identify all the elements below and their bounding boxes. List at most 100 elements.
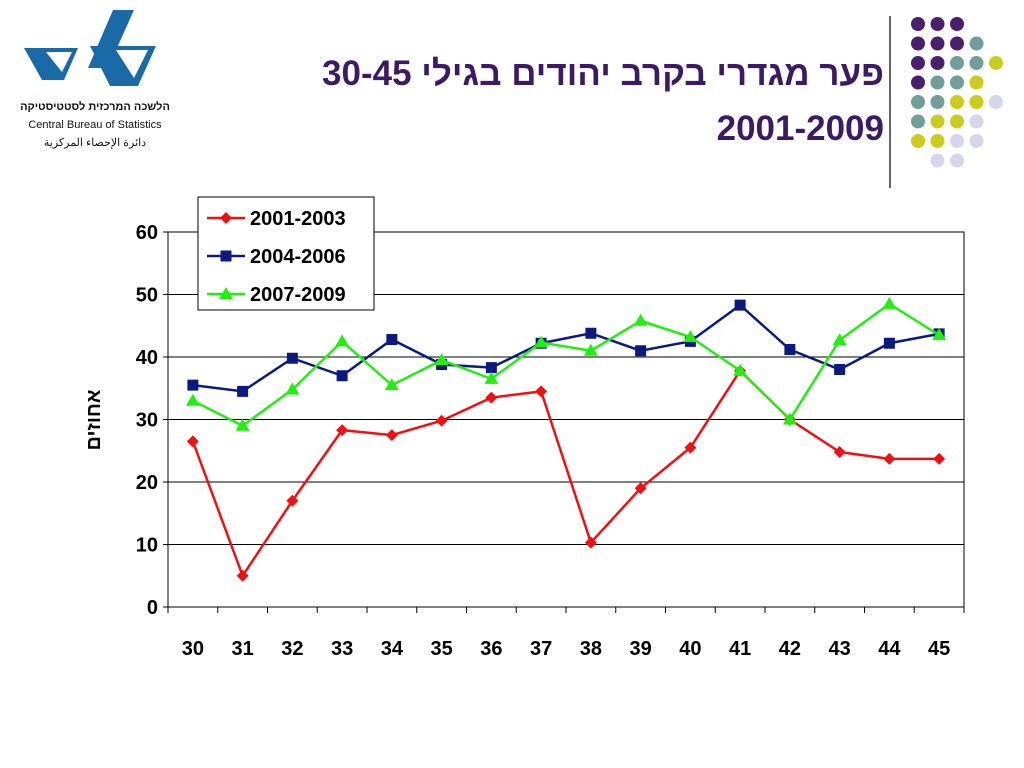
legend-item: 2007-2009 (207, 284, 346, 306)
logo-text-english: Central Bureau of Statistics (28, 119, 162, 131)
decorative-dot (950, 56, 964, 70)
data-point (336, 370, 348, 382)
data-point (235, 418, 250, 431)
series-1 (186, 364, 946, 582)
x-tick-label: 34 (381, 638, 404, 660)
data-point (585, 327, 597, 339)
data-point (185, 393, 200, 406)
decorative-dot (969, 75, 984, 90)
decorative-dot (950, 75, 964, 90)
decorative-dot (911, 56, 925, 70)
series-line (191, 368, 940, 579)
data-point (832, 333, 847, 346)
decorative-dot (950, 134, 964, 148)
data-point (286, 494, 299, 507)
data-point (220, 212, 232, 224)
data-point (733, 363, 748, 376)
x-tick-label: 43 (829, 638, 851, 660)
data-point (535, 385, 548, 398)
y-tick-label: 50 (136, 285, 158, 307)
y-tick-label: 60 (136, 222, 158, 244)
decorative-dot (930, 36, 945, 51)
decorative-dot-grid (911, 17, 1003, 168)
x-tick-label: 31 (232, 638, 254, 660)
y-tick-labels: 0 10 20 30 40 50 60 (136, 222, 158, 619)
data-point (635, 345, 647, 357)
decorative-dot (950, 36, 964, 51)
legend-label: 2007-2009 (250, 284, 346, 306)
x-tick-label: 38 (580, 638, 602, 660)
x-tick-label: 44 (878, 638, 901, 660)
data-point (336, 424, 349, 437)
y-tick-label: 30 (136, 410, 158, 432)
x-tick-label: 36 (480, 638, 502, 660)
cbs-logo-icon (24, 10, 156, 86)
decorative-dot (950, 153, 964, 168)
x-tick-label: 39 (630, 638, 652, 660)
decorative-dot (950, 17, 964, 31)
y-tick-label: 40 (136, 347, 158, 369)
y-tick-label: 20 (136, 472, 158, 494)
x-tick-label: 41 (729, 638, 751, 660)
decorative-dot (969, 114, 984, 129)
data-point (187, 379, 199, 391)
data-point (683, 330, 698, 342)
data-point (534, 335, 549, 348)
x-tick-label: 45 (928, 638, 950, 660)
decorative-dot (911, 75, 925, 90)
decorative-dot (930, 56, 945, 70)
legend-label: 2004-2006 (250, 246, 346, 268)
data-point (883, 452, 896, 465)
data-point (237, 385, 249, 397)
decorative-dot (911, 134, 925, 148)
decorative-dot (930, 153, 945, 168)
x-tick-label: 35 (431, 638, 453, 660)
decorative-dot (969, 56, 984, 70)
logo-text-arabic: دائرة الإحصاء المركزية (43, 137, 147, 149)
decorative-dot (930, 134, 945, 148)
data-point (220, 250, 232, 262)
decorative-dot (989, 56, 1003, 70)
decorative-dot (911, 36, 925, 51)
data-point (236, 569, 249, 582)
series-line (192, 302, 940, 428)
legend-item: 2001-2003 (207, 208, 346, 230)
data-point (633, 313, 648, 326)
x-tick-label: 33 (331, 638, 353, 660)
data-point (335, 334, 350, 347)
data-point (186, 435, 199, 448)
data-point (285, 382, 300, 395)
data-point (734, 299, 746, 311)
data-point (684, 441, 697, 454)
decorative-dot (930, 75, 945, 90)
data-point (434, 353, 449, 366)
cbs-logo: הלשכה המרכזית לסטטיסטיקה Central Bureau … (10, 8, 170, 158)
data-point (882, 296, 897, 309)
data-point (384, 378, 399, 391)
decorative-dot (969, 95, 984, 109)
data-point (385, 429, 398, 442)
y-axis-label: אחוזים (83, 389, 105, 450)
data-point (286, 352, 298, 364)
data-point (932, 328, 947, 341)
dot-grid (911, 17, 1003, 168)
decorative-dot (930, 17, 945, 31)
page-title: פער מגדרי בקרב יהודים בגילי 30-45 2001-2… (184, 46, 884, 156)
x-tick-label: 37 (530, 638, 552, 660)
data-point (782, 412, 797, 425)
x-tick-label: 40 (679, 638, 701, 660)
title-line-1: פער מגדרי בקרב יהודים בגילי 30-45 (322, 54, 884, 93)
decorative-dot (969, 134, 984, 148)
decorative-dot (930, 95, 945, 109)
x-tick-label: 32 (281, 638, 303, 660)
y-tick-label: 10 (136, 535, 158, 557)
data-point (584, 536, 597, 549)
data-point (386, 334, 398, 345)
x-tick-label: 30 (182, 638, 204, 660)
decorative-dot (989, 95, 1003, 109)
title-line-2: 2001-2009 (716, 109, 884, 148)
logo-text-hebrew: הלשכה המרכזית לסטטיסטיקה (20, 101, 170, 113)
data-point (834, 364, 846, 375)
data-point (883, 337, 895, 349)
legend: 2001-2003 2004-2006 2007-2009 (197, 196, 375, 311)
